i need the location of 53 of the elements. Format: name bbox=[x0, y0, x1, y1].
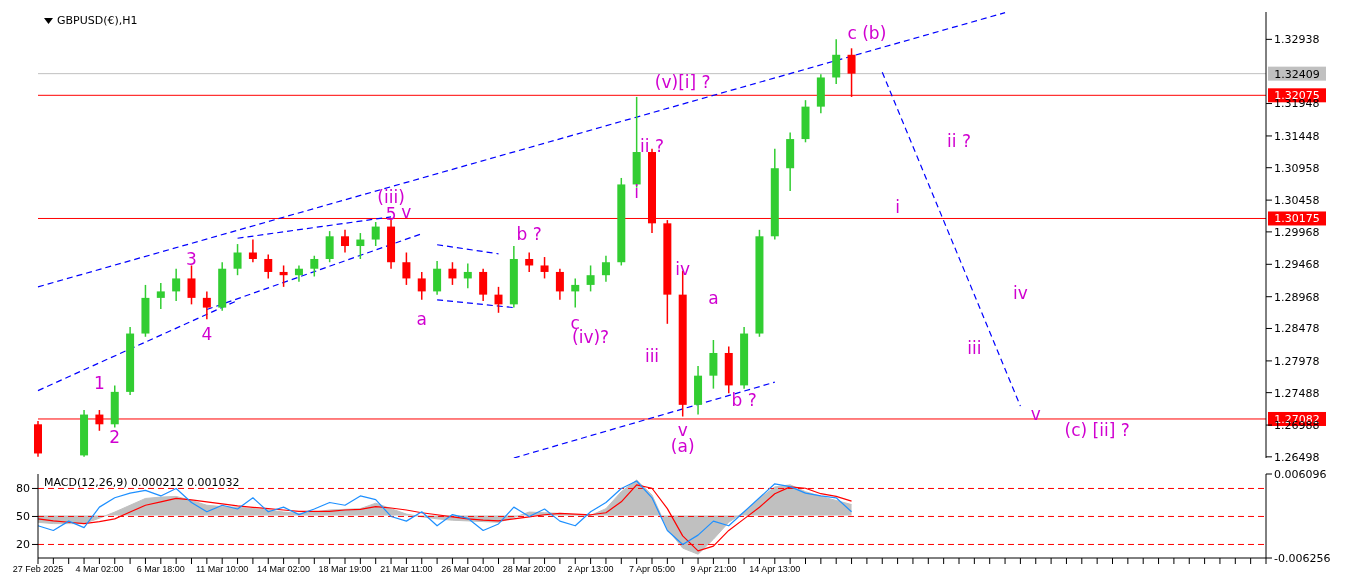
y-tick-label: 1.27488 bbox=[1274, 386, 1320, 400]
x-tick-label: 28 Mar 20:00 bbox=[502, 564, 556, 575]
y-tick-label: 1.28968 bbox=[1274, 290, 1320, 304]
y-tick-label: 20 bbox=[16, 538, 30, 552]
x-tick-label: 18 Mar 19:00 bbox=[318, 564, 372, 575]
y-tick-label: 1.30458 bbox=[1274, 194, 1320, 208]
y-tick-label: 1.29968 bbox=[1274, 225, 1320, 239]
annotation: (c) [ii] ? bbox=[1064, 419, 1130, 440]
annotation: iv bbox=[1013, 283, 1028, 304]
annotation: b ? bbox=[516, 224, 542, 245]
y-tick-label: 1.28478 bbox=[1274, 322, 1320, 336]
annotation: 1 bbox=[93, 372, 105, 393]
annotation: iv bbox=[675, 258, 691, 279]
annotation: i bbox=[634, 182, 640, 203]
y-tick-label: 1.26498 bbox=[1274, 450, 1320, 464]
x-tick-label: 21 Mar 11:00 bbox=[380, 564, 433, 575]
annotation: (v)[i] ? bbox=[654, 72, 711, 93]
x-tick-label: 6 Mar 18:00 bbox=[136, 564, 185, 575]
y-tick-label: 1.30958 bbox=[1274, 161, 1320, 175]
x-tick-label: 4 Mar 02:00 bbox=[75, 564, 124, 575]
y2-tick-label: -0.006256 bbox=[1274, 551, 1331, 565]
annotation: (iii) bbox=[377, 187, 405, 208]
annotation: i bbox=[895, 197, 900, 218]
annotation: 4 bbox=[201, 324, 213, 345]
annotation: a bbox=[416, 309, 427, 330]
annotation: v bbox=[1030, 403, 1041, 424]
ref-line-label: 1.30175 bbox=[1274, 212, 1320, 226]
y-tick-label: 1.27978 bbox=[1274, 354, 1320, 368]
x-tick-label: 27 Feb 2025 bbox=[12, 564, 64, 575]
y-tick-label: 1.32938 bbox=[1274, 33, 1320, 47]
annotation: iii bbox=[644, 346, 660, 367]
annotation: ii ? bbox=[640, 135, 664, 156]
x-tick-label: 11 Mar 10:00 bbox=[196, 564, 249, 575]
annotation: 2 bbox=[109, 426, 121, 447]
annotation: 3 bbox=[186, 249, 197, 270]
ref-line-label: 1.32409 bbox=[1274, 67, 1320, 81]
y-tick-label: 1.31448 bbox=[1274, 129, 1320, 143]
y-tick-label: 50 bbox=[16, 510, 30, 524]
chart-title: GBPUSD(€),H1 bbox=[57, 14, 138, 27]
x-tick-label: 9 Apr 21:00 bbox=[690, 564, 737, 575]
annotation: ii ? bbox=[947, 131, 971, 152]
x-tick-label: 14 Mar 02:00 bbox=[257, 564, 311, 575]
y2-tick-label: 0.006096 bbox=[1274, 467, 1327, 481]
x-tick-label: 2 Apr 13:00 bbox=[567, 564, 614, 575]
x-tick-label: 7 Apr 05:00 bbox=[628, 564, 676, 575]
annotation: a bbox=[708, 287, 719, 308]
annotation: c (b) bbox=[847, 23, 887, 44]
x-tick-label: 14 Apr 13:00 bbox=[749, 564, 801, 575]
annotation: iii bbox=[967, 337, 982, 358]
annotation: b ? bbox=[731, 390, 757, 411]
y-tick-label: 1.29468 bbox=[1274, 258, 1320, 272]
x-tick-label: 26 Mar 04:00 bbox=[441, 564, 495, 575]
y-tick-label: 80 bbox=[16, 482, 30, 496]
